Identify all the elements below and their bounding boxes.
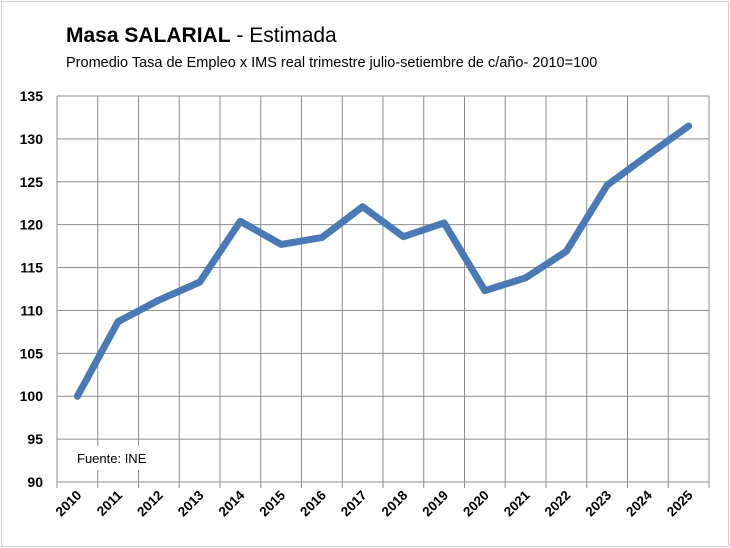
chart-title-bold: Masa SALARIAL: [66, 24, 231, 47]
y-tick-label: 135: [20, 88, 44, 104]
x-tick-label: 2024: [623, 487, 655, 519]
chart-title-rest: - Estimada: [230, 24, 337, 47]
x-tick-label: 2012: [134, 488, 166, 520]
x-tick-label: 2010: [53, 488, 85, 520]
y-tick-label: 105: [20, 345, 44, 361]
x-tick-label: 2018: [379, 487, 411, 519]
x-tick-label: 2019: [419, 488, 451, 520]
y-tick-label: 90: [27, 474, 43, 490]
x-tick-label: 2020: [460, 488, 492, 520]
x-tick-label: 2016: [297, 487, 329, 519]
x-tick-label: 2011: [94, 487, 126, 519]
y-tick-label: 120: [20, 217, 44, 233]
x-tick-label: 2014: [216, 487, 248, 519]
y-tick-label: 110: [20, 302, 43, 318]
x-tick-label: 2015: [256, 487, 288, 519]
x-tick-label: 2022: [542, 488, 574, 520]
y-tick-label: 130: [20, 131, 44, 147]
x-tick-label: 2023: [582, 487, 614, 519]
x-tick-label: 2025: [664, 487, 696, 519]
chart-title: Masa SALARIAL - Estimada: [66, 24, 337, 48]
y-tick-label: 100: [20, 388, 44, 404]
chart-subtitle: Promedio Tasa de Empleo x IMS real trime…: [66, 55, 598, 71]
source-note-bg: [70, 446, 162, 470]
y-tick-label: 115: [20, 260, 43, 276]
series-line: [73, 122, 693, 400]
source-note: Fuente: INE: [77, 451, 147, 466]
x-tick-label: 2013: [175, 487, 207, 519]
y-tick-label: 125: [20, 174, 44, 190]
x-tick-label: 2021: [501, 487, 533, 519]
y-tick-label: 95: [27, 431, 43, 447]
x-tick-label: 2017: [338, 488, 370, 520]
